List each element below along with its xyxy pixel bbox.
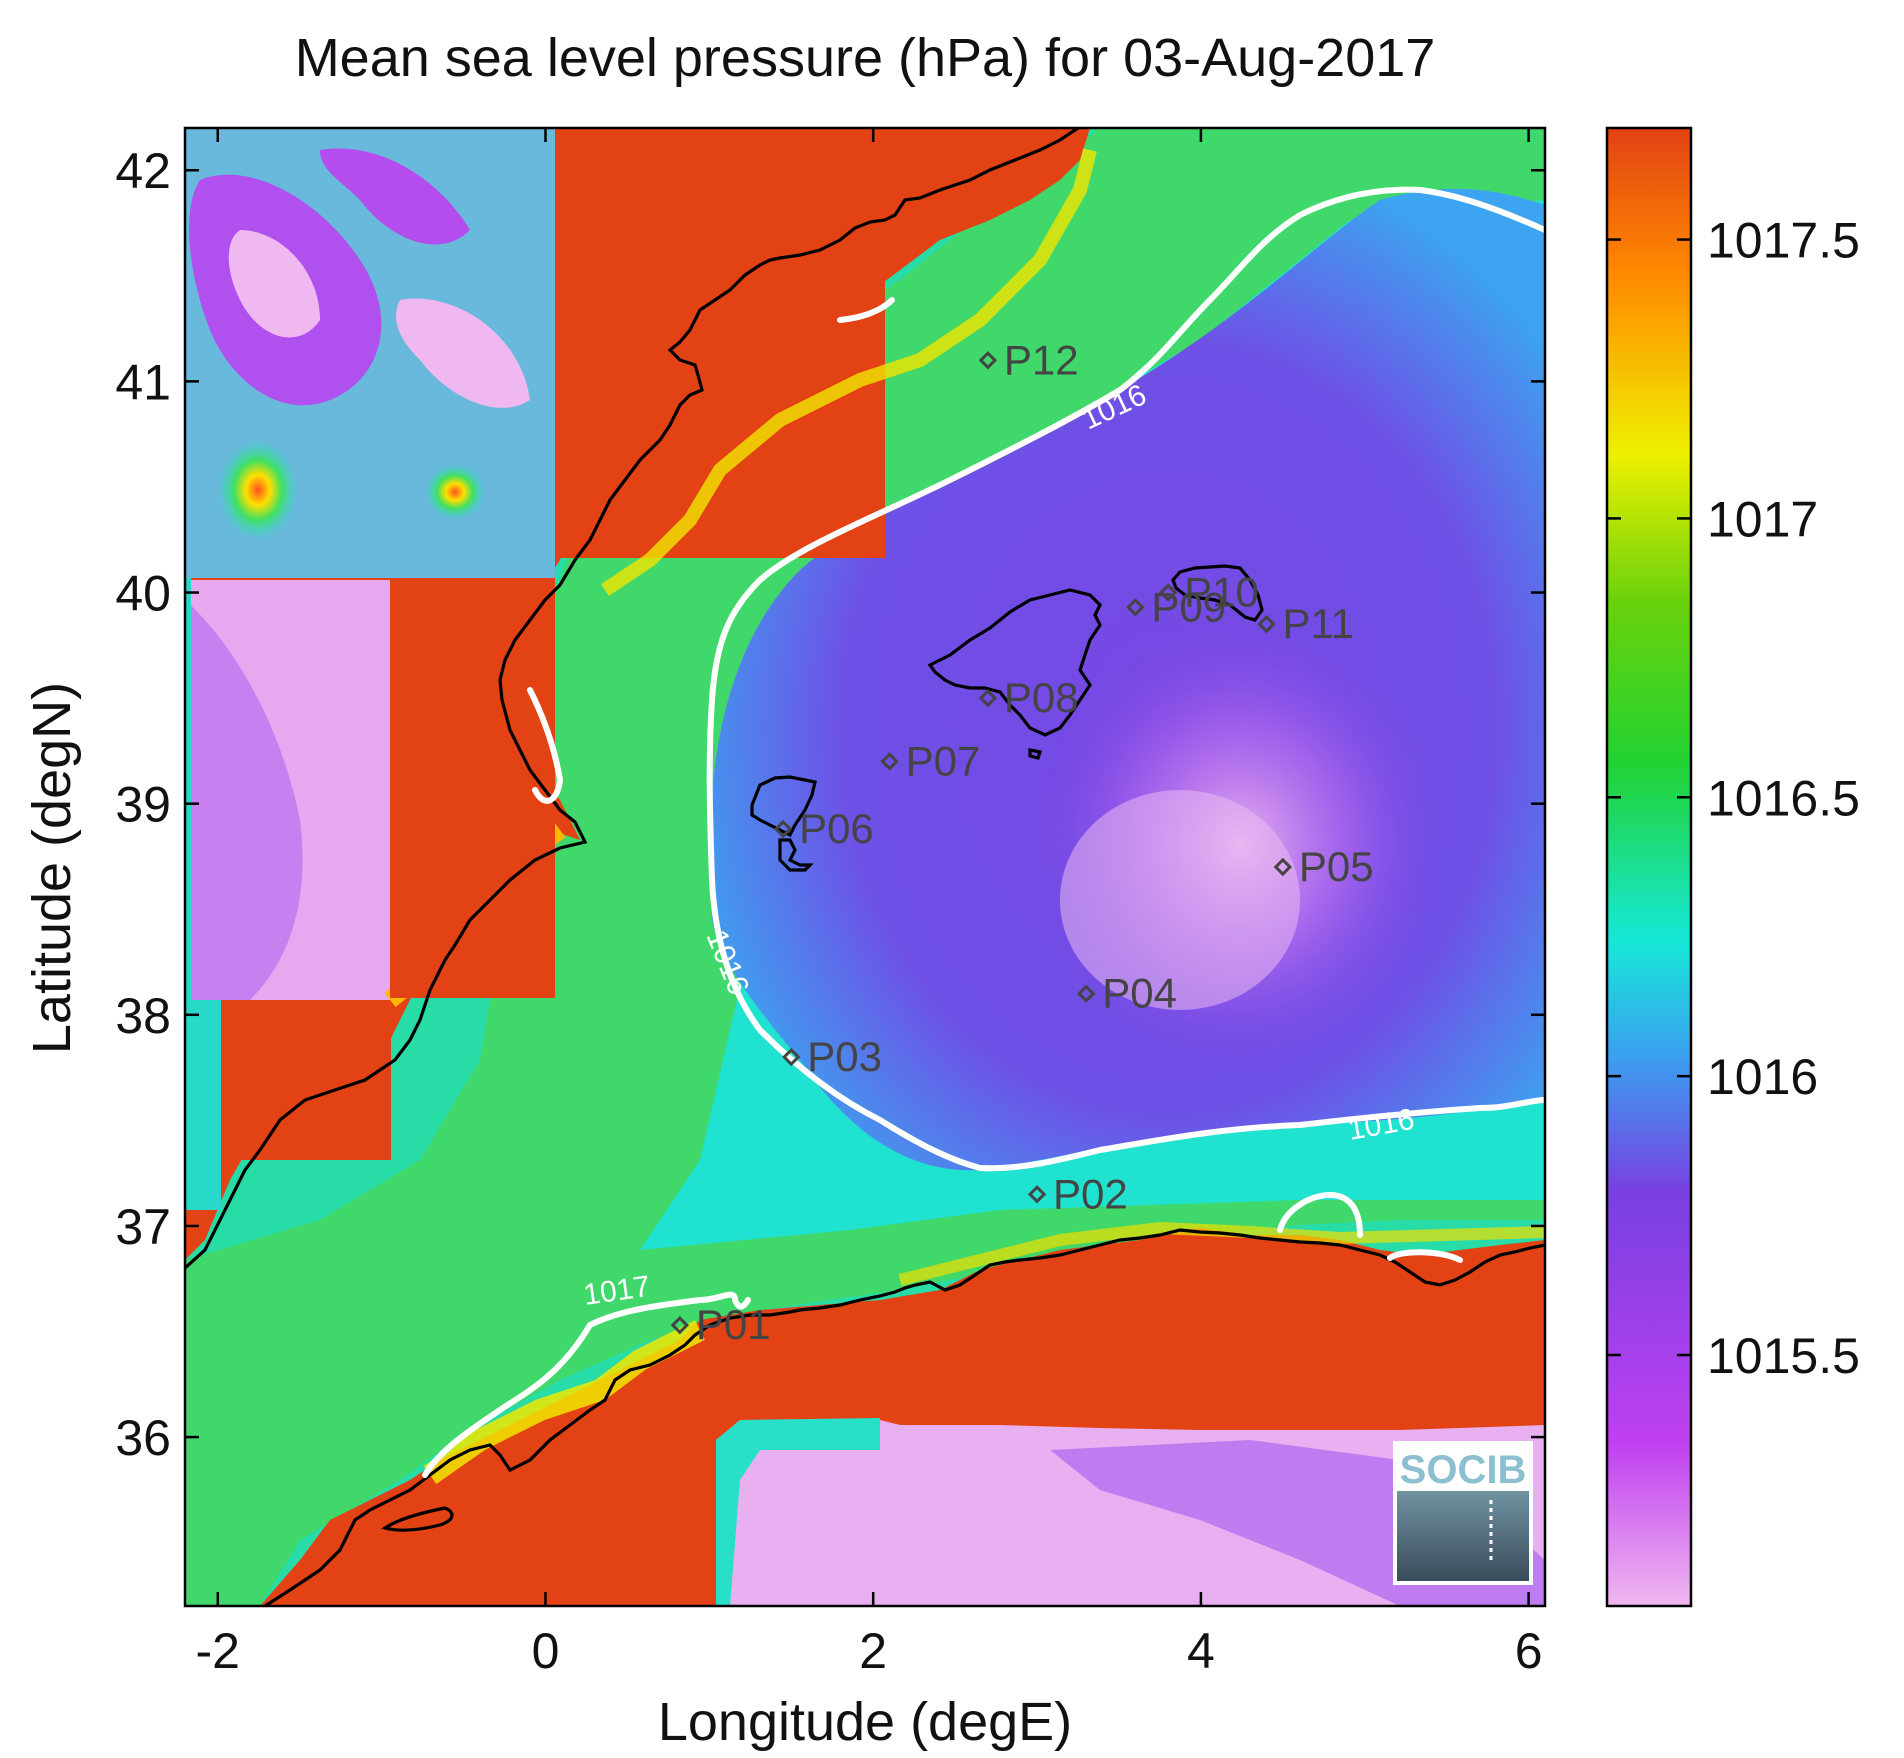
station-marker-p09 — [1126, 598, 1145, 617]
station-label-p03: P03 — [807, 1033, 882, 1080]
station-label-p05: P05 — [1299, 843, 1374, 890]
station-label-p06: P06 — [799, 805, 874, 852]
station-marker-p02 — [1027, 1185, 1047, 1204]
station-marker-p12 — [978, 351, 998, 370]
station-label-p08: P08 — [1004, 674, 1079, 721]
station-marker-p03 — [782, 1047, 801, 1067]
station-marker-p11 — [1257, 614, 1276, 634]
coastlines — [185, 128, 1545, 1606]
station-label-p02: P02 — [1053, 1170, 1128, 1217]
contour-1016-main — [706, 186, 1545, 1172]
contour-1016-south-loop — [1277, 1191, 1363, 1238]
x-tick-label: 6 — [1515, 1623, 1543, 1679]
y-tick-label: 42 — [115, 143, 171, 199]
colorbar-tick-label: 1016 — [1707, 1049, 1818, 1105]
contour-lines — [422, 186, 1545, 1478]
station-marker-p06 — [773, 819, 793, 839]
socib-logo-text: SOCIB — [1400, 1448, 1527, 1492]
plot-frame — [183, 126, 1547, 1608]
contour-1016-southeast-loop — [1387, 1249, 1463, 1263]
y-tick-label: 40 — [115, 566, 171, 622]
pressure-field — [185, 128, 1545, 1606]
station-label-p01: P01 — [696, 1301, 771, 1348]
y-axis: 36 37 38 39 40 41 42 — [115, 143, 1545, 1466]
y-tick-label: 39 — [115, 777, 171, 833]
y-tick-label: 37 — [115, 1199, 171, 1255]
station-marker-p08 — [978, 688, 998, 708]
station-marker-p01 — [670, 1315, 690, 1335]
station-marker-p04 — [1077, 984, 1096, 1003]
station-label-p10: P10 — [1184, 569, 1259, 616]
colorbar-tick-label: 1017 — [1707, 491, 1818, 547]
y-axis-label: Latitude (degN) — [22, 682, 82, 1054]
contour-1017-coast — [422, 1291, 751, 1478]
chart-title: Mean sea level pressure (hPa) for 03-Aug… — [295, 28, 1436, 88]
station-label-p04: P04 — [1102, 970, 1177, 1017]
colorbar-tick-label: 1015.5 — [1707, 1328, 1860, 1384]
station-marker-p05 — [1273, 857, 1293, 877]
contour-1017-east-coast — [527, 687, 564, 804]
x-tick-label: 4 — [1187, 1623, 1215, 1679]
colorbar: 1015.5 1016 1016.5 1017 1017.5 — [1605, 126, 1860, 1608]
station-marker-p07 — [880, 752, 899, 771]
colorbar-gradient — [1605, 126, 1693, 1608]
x-axis-label: Longitude (degE) — [658, 1692, 1072, 1752]
y-tick-label: 36 — [115, 1410, 171, 1466]
station-label-p07: P07 — [906, 737, 981, 784]
x-tick-label: -2 — [196, 1623, 240, 1679]
x-axis: -2 0 2 4 6 — [196, 128, 1543, 1679]
station-marker-p10 — [1158, 583, 1178, 602]
y-tick-label: 41 — [115, 354, 171, 410]
socib-logo: SOCIB — [1393, 1441, 1533, 1585]
x-tick-label: 0 — [532, 1623, 560, 1679]
x-tick-label: 2 — [859, 1623, 887, 1679]
colorbar-tick-label: 1016.5 — [1707, 770, 1860, 826]
station-label-p12: P12 — [1004, 336, 1079, 383]
y-tick-label: 38 — [115, 988, 171, 1044]
contour-1017-north — [837, 297, 895, 323]
colorbar-tick-label: 1017.5 — [1707, 213, 1860, 269]
colorbar-ticks: 1015.5 1016 1016.5 1017 1017.5 — [1607, 213, 1860, 1384]
station-label-p11: P11 — [1282, 600, 1354, 647]
